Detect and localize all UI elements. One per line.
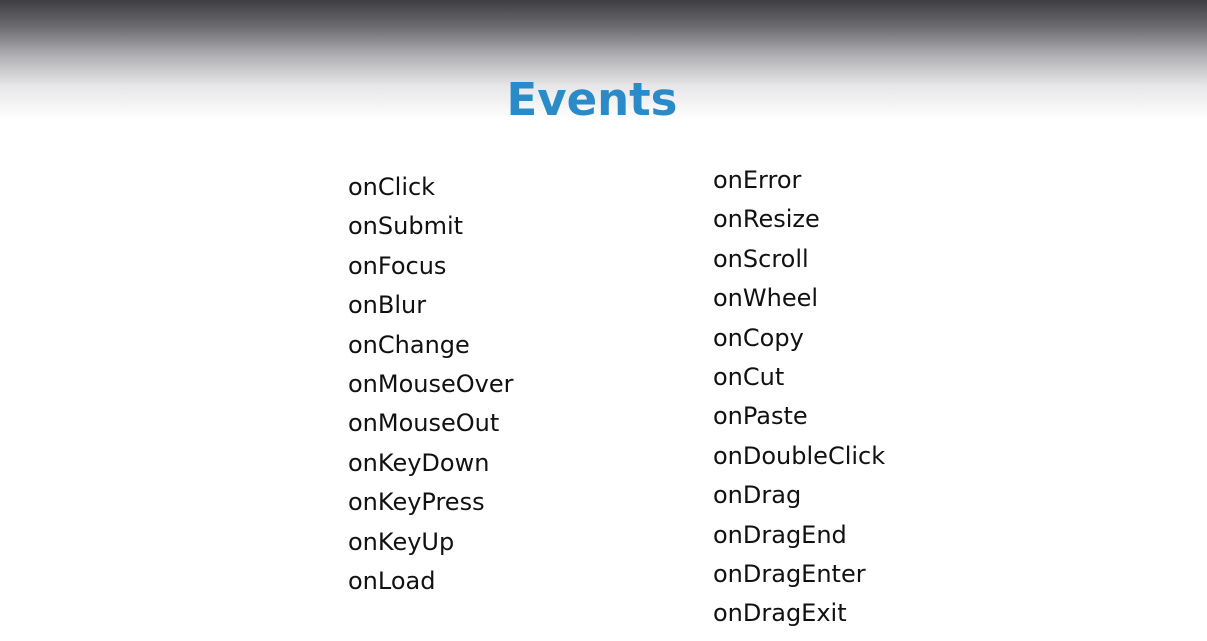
event-item: onKeyPress	[348, 488, 485, 517]
event-item: onDragExit	[713, 599, 847, 628]
events-list-left: onClick onSubmit onFocus onBlur onChange…	[348, 168, 514, 601]
event-item: onDrag	[713, 481, 802, 510]
event-item: onPaste	[713, 402, 808, 431]
event-item: onChange	[348, 330, 470, 359]
event-item: onCut	[713, 362, 785, 391]
event-item: onScroll	[713, 244, 809, 273]
top-gradient-shade	[0, 0, 1207, 120]
event-item: onDragEnd	[713, 520, 847, 549]
event-item: onResize	[713, 205, 820, 234]
event-item: onSubmit	[348, 212, 464, 241]
event-item: onClick	[348, 173, 436, 201]
event-item: onMouseOver	[348, 369, 514, 398]
event-item: onWheel	[713, 284, 819, 313]
event-item: onMouseOut	[348, 409, 500, 438]
event-item: onFocus	[348, 251, 447, 280]
event-item: onDoubleClick	[713, 441, 886, 470]
slide-title: Events	[506, 73, 678, 127]
event-item: onError	[713, 166, 802, 194]
event-item: onLoad	[348, 566, 436, 595]
event-item: onKeyUp	[348, 527, 455, 556]
event-item: onBlur	[348, 291, 427, 320]
event-item: onCopy	[713, 323, 804, 352]
event-item: onDragEnter	[713, 559, 866, 588]
events-list-right: onError onResize onScroll onWheel onCopy…	[713, 161, 885, 634]
event-item: onKeyDown	[348, 448, 490, 477]
